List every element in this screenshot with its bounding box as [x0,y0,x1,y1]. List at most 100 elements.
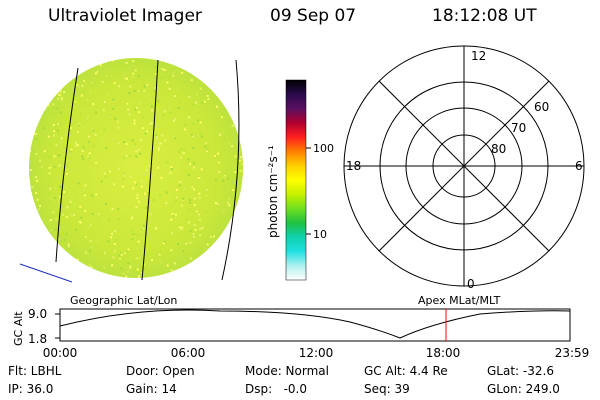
image-pixel [120,267,123,270]
image-pixel [52,92,55,95]
image-pixel [207,97,210,100]
image-pixel [46,62,49,65]
gc-alt-readout: GC Alt: 4.4 Re [364,364,448,378]
image-pixel [201,87,204,89]
image-pixel [29,273,32,276]
image-pixel [89,249,92,252]
image-pixel [95,111,98,114]
image-pixel [66,206,69,209]
image-pixel [40,166,43,169]
image-pixel [197,119,200,122]
image-pixel [195,67,198,70]
image-pixel [113,138,116,140]
filter-readout: Flt: LBHL [8,364,62,378]
image-pixel [145,168,148,171]
image-pixel [37,100,40,103]
image-pixel [240,60,243,62]
image-pixel [92,129,95,132]
image-pixel [98,213,101,216]
image-pixel [176,87,179,90]
image-pixel [123,174,126,177]
image-pixel [79,205,82,208]
image-pixel [50,219,52,221]
image-pixel [122,178,125,181]
image-pixel [131,232,134,235]
image-pixel [117,126,120,129]
image-pixel [177,243,179,246]
image-pixel [173,71,176,74]
image-pixel [231,145,234,148]
image-pixel [107,240,110,243]
image-pixel [189,230,192,233]
image-pixel [170,166,173,169]
x-tick-label: 18:00 [426,346,461,360]
image-pixel [59,141,62,144]
image-pixel [48,172,51,175]
image-pixel [126,249,129,252]
image-pixel [161,68,164,70]
image-pixel [223,176,226,179]
image-pixel [133,233,136,236]
image-pixel [159,194,162,197]
image-pixel [149,213,152,216]
image-pixel [53,134,55,137]
image-pixel [229,271,232,274]
image-pixel [59,123,61,126]
image-pixel [68,70,71,73]
image-pixel [64,118,67,121]
image-pixel [182,250,185,253]
image-pixel [138,60,141,63]
x-tick-label: 00:00 [43,346,78,360]
image-pixel [46,70,49,73]
image-pixel [63,260,66,263]
image-pixel [56,70,59,73]
image-pixel [90,266,93,269]
image-pixel [159,142,162,145]
image-pixel [135,206,138,208]
image-pixel [60,98,63,101]
image-pixel [205,142,208,145]
image-pixel [137,277,140,278]
image-pixel [241,202,243,205]
image-pixel [123,74,126,77]
image-pixel [220,116,223,119]
image-pixel [56,91,59,94]
image-pixel [182,197,185,200]
image-pixel [240,197,243,200]
image-pixel [200,259,202,262]
image-pixel [119,257,121,260]
image-pixel [201,226,204,229]
image-pixel [131,238,134,241]
image-pixel [136,197,139,200]
image-pixel [29,108,32,110]
image-pixel [191,186,194,189]
image-pixel [30,168,32,171]
image-pixel [227,142,230,145]
image-pixel [180,204,183,207]
gain-readout: Gain: 14 [126,382,177,396]
image-pixel [73,168,76,171]
image-pixel [79,112,82,115]
image-pixel [69,127,72,129]
image-pixel [143,224,145,227]
image-pixel [165,191,168,194]
apex-label: Apex MLat/MLT [418,294,501,307]
image-pixel [103,273,106,275]
timeline-frame [59,308,571,342]
image-pixel [135,155,138,158]
image-pixel [65,165,68,168]
image-pixel [163,110,166,113]
image-pixel [54,126,57,129]
image-pixel [205,211,208,214]
image-pixel [140,185,143,188]
image-pixel [43,150,46,153]
image-pixel [166,81,169,84]
image-pixel [33,132,36,135]
image-pixel [232,189,235,191]
image-pixel [174,216,177,219]
image-pixel [242,90,243,93]
x-tick-label: 23:59 [555,346,590,360]
image-pixel [102,109,105,111]
image-pixel [55,228,58,231]
